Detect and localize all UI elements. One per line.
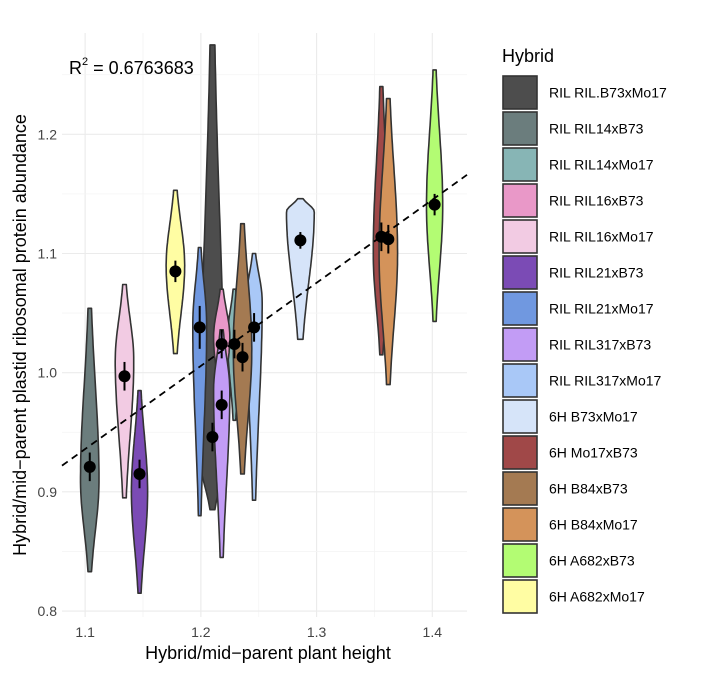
legend-key [502,579,538,614]
mean-point [248,321,261,334]
mean-point [294,234,307,247]
legend-key [502,399,538,434]
r-squared-base: R [69,58,82,78]
mean-point [133,467,146,480]
y-tick-label: 1.0 [38,365,58,381]
legend-label: 6H Mo17xB73 [549,445,638,461]
legend-label: RIL RIL317xB73 [549,337,651,353]
r-squared-annotation: R2 = 0.6763683 [69,56,194,78]
legend-key [502,255,538,290]
x-tick-labels: 1.1 1.2 1.3 1.4 [75,624,442,640]
x-axis-title: Hybrid/mid−parent plant height [145,643,391,663]
x-tick-label: 1.2 [191,624,211,640]
legend-key [502,219,538,254]
x-tick-label: 1.3 [307,624,327,640]
y-tick-label: 0.8 [38,603,58,619]
violin [130,389,149,594]
violin [285,197,316,341]
legend-label: RIL RIL14xB73 [549,121,644,137]
legend-key [502,363,538,398]
y-tick-label: 1.1 [38,245,58,261]
mean-point [228,338,241,351]
legend-key [502,435,538,470]
legend-key [502,471,538,506]
violins [79,44,444,594]
mean-point [236,351,249,364]
legend-label: RIL RIL.B73xMo17 [549,85,667,101]
x-tick-label: 1.1 [75,624,95,640]
mean-point [193,321,206,334]
legend-title: Hybrid [502,46,554,66]
legend-key [502,291,538,326]
legend-key [502,507,538,542]
violin [79,307,100,573]
legend-label: RIL RIL16xB73 [549,193,644,209]
legend-label: 6H A682xB73 [549,553,635,569]
y-tick-labels: 0.8 0.9 1.0 1.1 1.2 [38,126,58,619]
legend-label: 6H B84xMo17 [549,517,638,533]
y-tick-label: 1.2 [38,126,58,142]
r-squared-value: = 0.6763683 [88,58,194,78]
y-axis-title: Hybrid/mid−parent plastid ribosomal prot… [10,114,30,556]
legend-key [502,183,538,218]
legend-label: RIL RIL21xMo17 [549,301,654,317]
mean-point [83,460,96,473]
violin [114,283,135,499]
mean-point [206,431,219,444]
mean-point [428,198,441,211]
mean-point [169,265,182,278]
legend-key [502,147,538,182]
violin [212,329,231,559]
mean-point [215,338,228,351]
legend-label: RIL RIL14xMo17 [549,157,654,173]
legend-label: RIL RIL16xMo17 [549,229,654,245]
mean-point [215,398,228,411]
legend-key [502,327,538,362]
legend: RIL RIL.B73xMo17 RIL RIL14xB73 RIL RIL14xM… [502,75,667,614]
legend-key [502,543,538,578]
legend-label: 6H A682xMo17 [549,589,645,605]
legend-key [502,111,538,146]
mean-points [83,193,441,489]
mean-point [118,370,131,383]
legend-label: 6H B84xB73 [549,481,628,497]
legend-key [502,75,538,110]
legend-label: RIL RIL317xMo17 [549,373,662,389]
y-tick-label: 0.9 [38,484,58,500]
violin [192,246,208,517]
x-tick-label: 1.4 [423,624,443,640]
legend-label: RIL RIL21xB73 [549,265,644,281]
r-squared-superscript: 2 [82,56,88,68]
legend-label: 6H B73xMo17 [549,409,638,425]
mean-point [382,233,395,246]
